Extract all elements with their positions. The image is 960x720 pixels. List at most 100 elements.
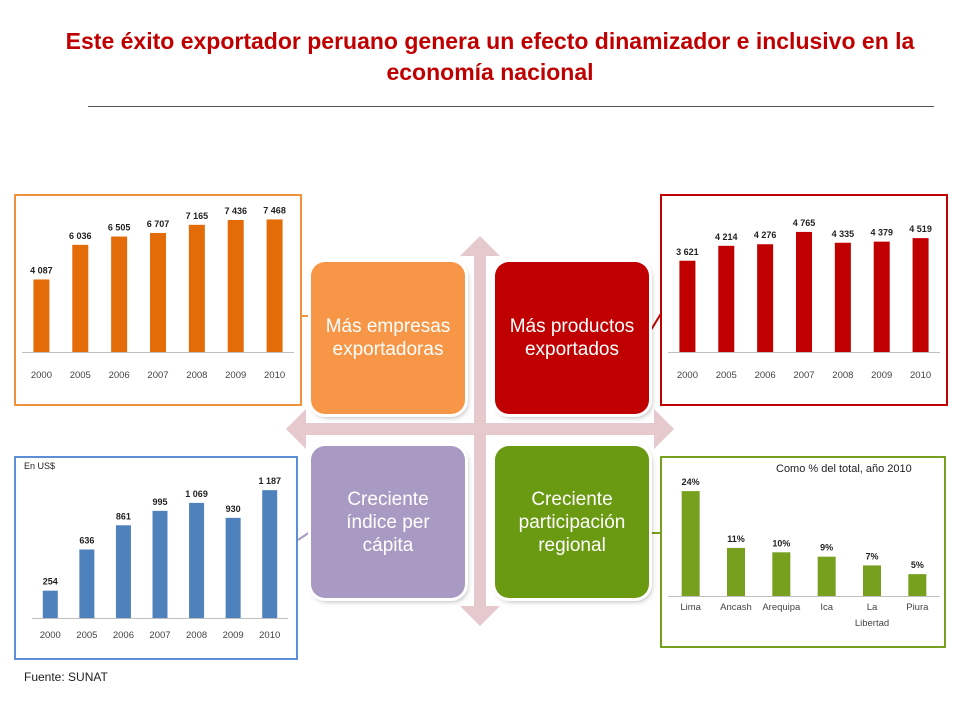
bar [679,260,696,352]
chart-panel-regional: 24% Lima 11% Ancash 10% Arequipa 9% Ica 7% La Libe… [660,456,946,648]
category-label: 2010 [264,370,285,381]
data-label: 4 276 [754,230,777,240]
bar [817,556,836,596]
bar [772,552,791,596]
category-label: 2009 [871,370,892,381]
data-label: 7 165 [186,211,209,221]
category-label: Piura [906,602,929,613]
bar [873,241,890,352]
category-label: 2005 [716,370,737,381]
quadrant-label: Más empresas exportadoras [325,316,451,360]
bar [227,220,244,352]
horizontal-double-arrow [286,409,674,449]
page-title: Este éxito exportador peruano genera un … [65,28,915,85]
chart-panel-per-capita: 254 2000 636 2005 861 2006 995 2007 1 069 2008 930… [14,456,298,660]
data-label: 861 [116,511,131,521]
data-label: 6 036 [69,231,92,241]
data-label: 5% [911,560,924,570]
quadrant-mas-empresas: Más empresas exportadoras [311,262,465,414]
bar [150,232,166,352]
bar [225,517,241,618]
bar [42,590,58,618]
quadrant-label: Creciente índice per cápita [346,488,430,556]
bar [79,549,95,618]
bar [863,565,881,596]
bar [834,242,851,352]
data-label: 7% [865,551,878,561]
category-label: Lima [680,602,701,613]
data-label: 10% [772,538,790,548]
bar [266,219,283,352]
source-note: Fuente: SUNAT [24,670,108,684]
chart-productos-exportados: 3 621 2000 4 214 2005 4 276 2006 4 765 2007 4 33… [668,218,940,381]
category-label: Arequipa [762,602,801,613]
data-label: 7 436 [224,206,247,216]
bar [757,244,774,352]
quadrant-indice-per-capita: Creciente índice per cápita [311,446,465,598]
data-label: 995 [152,497,167,507]
category-label: 2007 [793,370,814,381]
bar [188,224,205,352]
data-label: 7 468 [263,205,286,215]
chart-empresas-exportadoras: 4 087 2000 6 036 2005 6 505 2006 6 707 2007 7 16… [22,205,294,381]
category-label: 2008 [186,630,207,641]
data-label: 6 505 [108,223,131,233]
category-label: Ica [820,602,833,613]
bar [111,236,128,352]
quadrant-mas-productos: Más productos exportados [495,262,649,414]
bar [33,279,50,352]
category-label: 2008 [186,370,207,381]
category-label: 2006 [113,630,134,641]
data-label: 4 335 [832,229,855,239]
data-label: 4 214 [715,232,738,242]
category-label: 2007 [149,630,170,641]
category-label: 2000 [40,630,61,641]
bar [115,525,131,618]
bar [718,245,735,352]
data-label: 4 087 [30,265,53,275]
category-label: Libertad [855,618,889,629]
bar [152,510,168,618]
quadrant-label: Más productos exportados [509,316,635,360]
data-label: 4 765 [793,218,816,228]
data-label: 1 069 [185,489,208,499]
bar [908,574,927,596]
data-label: 4 379 [870,228,893,238]
data-label: 1 187 [258,476,281,486]
unit-label: En US$ [24,461,56,471]
data-label: 254 [43,577,58,587]
chart-participacion-regional: 24% Lima 11% Ancash 10% Arequipa 9% Ica 7% La Libe… [668,477,940,629]
bar [72,244,89,352]
category-label: La [867,602,878,613]
bar [912,238,929,352]
data-label: 6 707 [147,219,170,229]
data-label: 11% [727,534,745,544]
data-label: 9% [820,543,833,553]
data-label: 4 519 [909,224,932,234]
category-label: 2010 [259,630,280,641]
chart-panel-productos: 3 621 2000 4 214 2005 4 276 2006 4 765 2007 4 33… [660,194,948,406]
category-label: 2009 [223,630,244,641]
category-label: Ancash [720,602,752,613]
category-label: 2005 [70,370,91,381]
bar [796,231,812,352]
quadrant-participacion-regional: Creciente participación regional [495,446,649,598]
chart-indice-per-capita: 254 2000 636 2005 861 2006 995 2007 1 069 2008 930… [32,476,288,641]
bar [189,502,205,618]
data-label: 636 [79,536,94,546]
category-label: 2007 [147,370,168,381]
bar [262,490,278,618]
category-label: 2006 [109,370,130,381]
chart-note: Como % del total, año 2010 [776,463,912,475]
title-divider [88,106,934,107]
data-label: 24% [682,477,700,487]
data-label: 3 621 [676,247,699,257]
category-label: 2000 [677,370,698,381]
chart-panel-empresas: 4 087 2000 6 036 2005 6 505 2006 6 707 2007 7 16… [14,194,302,406]
quadrant-label: Creciente participación regional [518,488,626,556]
category-label: 2005 [76,630,97,641]
category-label: 2009 [225,370,246,381]
category-label: 2010 [910,370,931,381]
bar [681,491,700,596]
